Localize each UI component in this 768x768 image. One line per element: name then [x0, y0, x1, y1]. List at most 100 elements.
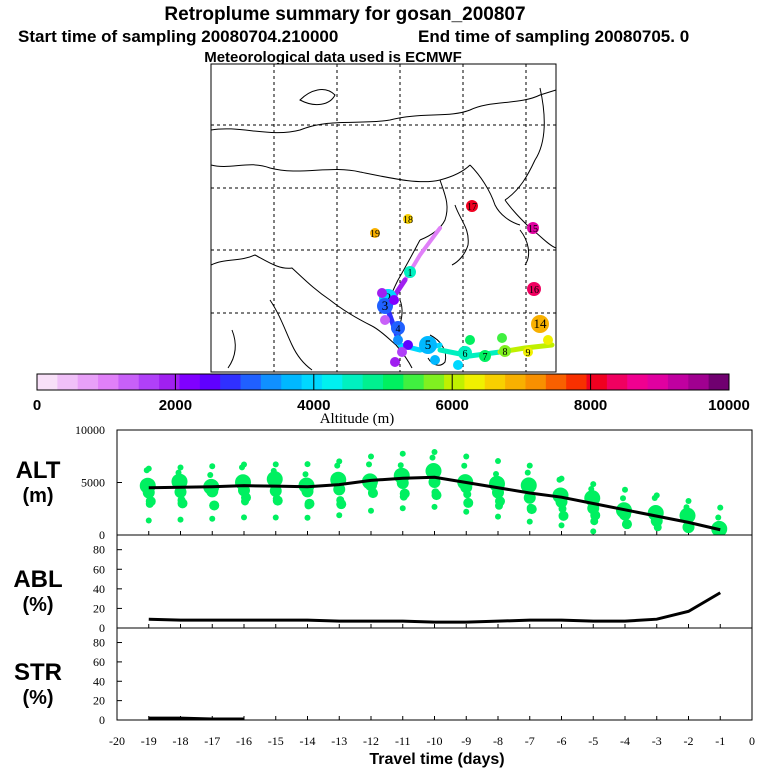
y-tick-label: 80 — [93, 543, 105, 557]
colorbar-segment — [647, 374, 669, 390]
plume-point-marker — [465, 335, 475, 345]
map-panel: 1 234 5 6 7 8 9 14 16 15 17 18 19 — [210, 63, 557, 373]
y-tick-label: 40 — [93, 582, 105, 596]
colorbar-segment — [240, 374, 262, 390]
plume-point-marker — [390, 357, 400, 367]
y-tick-label: 40 — [93, 674, 105, 688]
altitude-scatter-point — [177, 464, 184, 471]
altitude-scatter-point — [336, 499, 347, 510]
x-tick-label: -6 — [557, 734, 567, 748]
x-tick-label: -4 — [620, 734, 630, 748]
panel-frame — [116, 627, 753, 721]
x-tick-label: -15 — [268, 734, 284, 748]
colorbar-segment — [342, 374, 364, 390]
altitude-scatter-point — [653, 492, 660, 499]
altitude-scatter-point — [685, 498, 692, 505]
plume-point-marker — [543, 335, 553, 345]
colorbar-segment — [627, 374, 649, 390]
altitude-scatter-point — [393, 467, 410, 484]
colorbar-segment — [179, 374, 201, 390]
x-tick-label: -17 — [204, 734, 220, 748]
altitude-scatter-point — [209, 515, 216, 522]
colorbar-segment — [586, 374, 608, 390]
altitude-scatter-point — [139, 477, 156, 494]
altitude-scatter-point — [241, 492, 251, 503]
altitude-scatter-point — [463, 490, 472, 499]
altitude-scatter-point — [429, 454, 436, 461]
colorbar-segment — [281, 374, 303, 390]
colorbar-segment — [37, 374, 58, 390]
colorbar-segment — [362, 374, 384, 390]
y-tick-label: 10000 — [75, 423, 105, 437]
plume-point-label: 18 — [403, 215, 413, 226]
colorbar-segment — [444, 374, 465, 390]
plume-point-marker — [419, 336, 437, 354]
altitude-scatter-point — [269, 484, 282, 497]
altitude-scatter-point — [177, 498, 188, 509]
plume-point-marker — [380, 315, 390, 325]
colorbar-segment — [484, 374, 506, 390]
plume-point-marker — [453, 360, 463, 370]
plume-point-label: 3 — [382, 298, 389, 313]
x-tick-label: -19 — [141, 734, 157, 748]
x-tick-label: -7 — [525, 734, 535, 748]
plume-point-marker — [430, 355, 440, 365]
x-tick-label: -12 — [363, 734, 379, 748]
altitude-scatter-point — [399, 488, 410, 499]
colorbar-tick-label: 10000 — [708, 397, 750, 414]
altitude-scatter-point — [366, 461, 372, 468]
colorbar-segment — [260, 374, 282, 390]
altitude-scatter-point — [493, 470, 499, 477]
plume-point-marker — [527, 282, 541, 296]
panel-frame — [116, 534, 753, 629]
x-tick-label: -2 — [684, 734, 694, 748]
plume-point-label: 6 — [463, 349, 468, 360]
colorbar-segment — [321, 374, 343, 390]
altitude-scatter-point — [336, 512, 343, 519]
altitude-scatter-point — [241, 514, 247, 521]
colorbar-segment — [505, 374, 526, 390]
plume-point-marker — [523, 347, 533, 357]
altitude-scatter-point — [272, 461, 279, 468]
altitude-scatter-point — [399, 450, 406, 457]
colorbar-segment — [57, 374, 79, 390]
colorbar-label: Altitude (m) — [320, 411, 395, 427]
colorbar-segment — [118, 374, 140, 390]
altitude-scatter-point — [368, 488, 378, 499]
altitude-scatter-point — [431, 503, 438, 510]
series-line-str — [148, 716, 244, 721]
sampling-start: Start time of sampling 20080704.210000 — [18, 27, 338, 46]
y-tick-label: 60 — [93, 562, 105, 576]
altitude-scatter-point — [495, 513, 501, 520]
colorbar-segment — [545, 374, 567, 390]
y-tick-label: 0 — [99, 713, 105, 727]
plume-point-marker — [370, 228, 380, 238]
altitude-scatter-point — [622, 519, 632, 530]
altitude-scatter-point — [431, 448, 438, 455]
x-tick-label: -8 — [493, 734, 503, 748]
altitude-scatter-point — [679, 507, 696, 524]
altitude-scatter-point — [524, 469, 531, 476]
plume-point-marker — [403, 340, 413, 350]
x-tick-label: -3 — [652, 734, 662, 748]
plume-point-marker — [479, 350, 491, 362]
colorbar-segment — [708, 374, 730, 390]
colorbar-segment — [301, 374, 323, 390]
altitude-scatter-point — [272, 495, 283, 506]
plume-point-label: 14 — [534, 316, 548, 331]
plume-point-label: 1 — [408, 268, 413, 279]
colorbar-segment — [423, 374, 445, 390]
series-line-abl — [148, 591, 722, 624]
plume-point-marker — [389, 295, 399, 305]
altitude-scatter-point — [207, 471, 214, 478]
figure-title: Retroplume summary for gosan_200807 — [164, 4, 525, 25]
plume-point-label: 5 — [425, 337, 432, 352]
plume-points: 1 234 5 6 7 8 9 14 16 15 17 18 19 — [370, 200, 553, 370]
x-tick-label: -18 — [173, 734, 189, 748]
altitude-scatter-point — [431, 490, 442, 501]
altitude-scatter-point — [526, 462, 533, 469]
panel-abl: 0 20 40 60 80 ABL(%) — [13, 534, 753, 635]
x-tick-label: -11 — [395, 734, 411, 748]
altitude-scatter-point — [235, 474, 251, 491]
